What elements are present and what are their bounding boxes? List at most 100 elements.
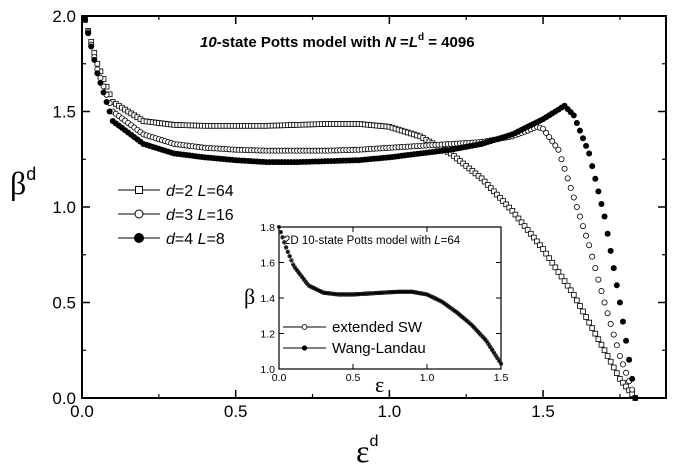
data-point xyxy=(610,364,617,371)
data-point xyxy=(583,314,589,320)
data-point xyxy=(94,70,101,77)
inset-legend-label-wang-landau: Wang-Landau xyxy=(332,340,426,357)
data-point xyxy=(521,223,528,229)
data-point xyxy=(100,89,107,96)
data-point xyxy=(576,127,583,134)
inset-data-point xyxy=(465,319,469,323)
legend-label-d2: d=2 L=64 xyxy=(166,183,234,200)
inset-data-point xyxy=(343,293,347,296)
main-x-axis-label: εd xyxy=(356,433,378,468)
data-point xyxy=(580,223,587,230)
inset-data-point xyxy=(492,351,496,354)
data-point xyxy=(573,203,580,210)
inset-data-point xyxy=(306,282,309,286)
inset-y-tick-label: 1.4 xyxy=(260,293,275,305)
inset-data-point xyxy=(457,312,460,315)
inset-data-point xyxy=(478,332,481,335)
data-point xyxy=(619,361,626,368)
inset-legend-marker-extended-sw xyxy=(301,324,308,330)
main-y-tick-label: 2.0 xyxy=(52,7,76,26)
inset-data-point xyxy=(346,293,350,296)
data-point xyxy=(106,108,113,115)
data-point xyxy=(574,297,580,304)
inset-data-point xyxy=(487,342,490,346)
data-point xyxy=(546,134,553,141)
data-point xyxy=(88,43,95,50)
inset-data-point xyxy=(473,326,476,330)
main-x-tick-label: 0.0 xyxy=(70,402,94,421)
inset-data-point xyxy=(485,340,489,343)
main-title: 10-state Potts model with N =Ld = 4096 xyxy=(200,32,475,51)
data-point xyxy=(601,299,608,306)
data-point xyxy=(549,259,556,266)
data-point xyxy=(610,265,617,272)
inset-legend-entry-wang-landau: Wang-Landau xyxy=(283,340,426,357)
inset-data-point xyxy=(341,293,345,296)
data-point xyxy=(570,292,577,298)
data-point xyxy=(604,230,611,237)
inset-data-point xyxy=(396,290,400,294)
inset-data-point xyxy=(290,259,293,262)
data-point xyxy=(592,330,599,337)
inset-data-point xyxy=(402,290,405,294)
data-point xyxy=(626,356,633,363)
data-point xyxy=(552,142,559,149)
inset-data-point xyxy=(407,290,410,294)
inset-data-point xyxy=(403,290,407,294)
inset-data-point xyxy=(467,321,471,324)
data-point xyxy=(512,211,519,218)
inset-data-point xyxy=(483,338,487,341)
inset-y-tick-label: 1.6 xyxy=(260,258,275,270)
inset-title: 2D 10-state Potts model with L=64 xyxy=(284,235,461,247)
data-point xyxy=(567,287,574,294)
data-point xyxy=(540,125,547,132)
legend-entry-d3: d=3 L=16 xyxy=(118,207,234,224)
inset-data-point xyxy=(279,230,283,234)
data-point xyxy=(540,246,546,252)
inset-data-point xyxy=(481,336,485,339)
data-point xyxy=(555,146,562,153)
main-x-tick-label: 1.0 xyxy=(378,402,402,421)
data-point xyxy=(617,376,623,382)
inset-x-tick-label: 1.0 xyxy=(420,372,435,384)
data-point xyxy=(586,150,593,157)
data-point xyxy=(580,135,587,142)
inset-data-point xyxy=(409,290,412,294)
inset-data-point xyxy=(489,345,492,349)
data-point xyxy=(589,325,596,331)
data-point xyxy=(613,342,620,349)
legend-marker-d4 xyxy=(134,233,144,243)
legend-marker-d3 xyxy=(134,209,144,219)
data-point xyxy=(623,369,630,376)
data-point xyxy=(573,119,580,126)
inset-data-point xyxy=(304,280,307,283)
data-point xyxy=(604,353,611,359)
data-point xyxy=(583,142,590,149)
inset-data-point xyxy=(405,290,409,294)
data-point xyxy=(103,98,110,105)
data-point xyxy=(623,383,629,390)
inset-data-point xyxy=(497,359,501,363)
inset-data-point xyxy=(494,354,497,357)
data-point xyxy=(491,188,497,195)
data-point xyxy=(595,188,602,195)
inset-legend-label-extended-sw: extended SW xyxy=(332,319,423,336)
inset-data-point xyxy=(460,315,464,318)
data-point xyxy=(509,208,516,214)
main-series xyxy=(82,16,639,401)
data-point xyxy=(94,60,101,67)
data-point xyxy=(534,238,540,245)
data-point xyxy=(494,191,500,198)
data-point xyxy=(552,264,559,271)
inset-data-point xyxy=(471,324,474,328)
data-point xyxy=(580,308,586,315)
inset-data-point xyxy=(469,322,473,326)
series-d-3-l-16 xyxy=(82,16,639,401)
data-point xyxy=(616,299,623,306)
data-point xyxy=(506,204,513,211)
data-point xyxy=(598,200,605,207)
data-point xyxy=(478,175,485,182)
legend-entry-d2: d=2 L=64 xyxy=(118,183,234,200)
data-point xyxy=(82,16,89,23)
